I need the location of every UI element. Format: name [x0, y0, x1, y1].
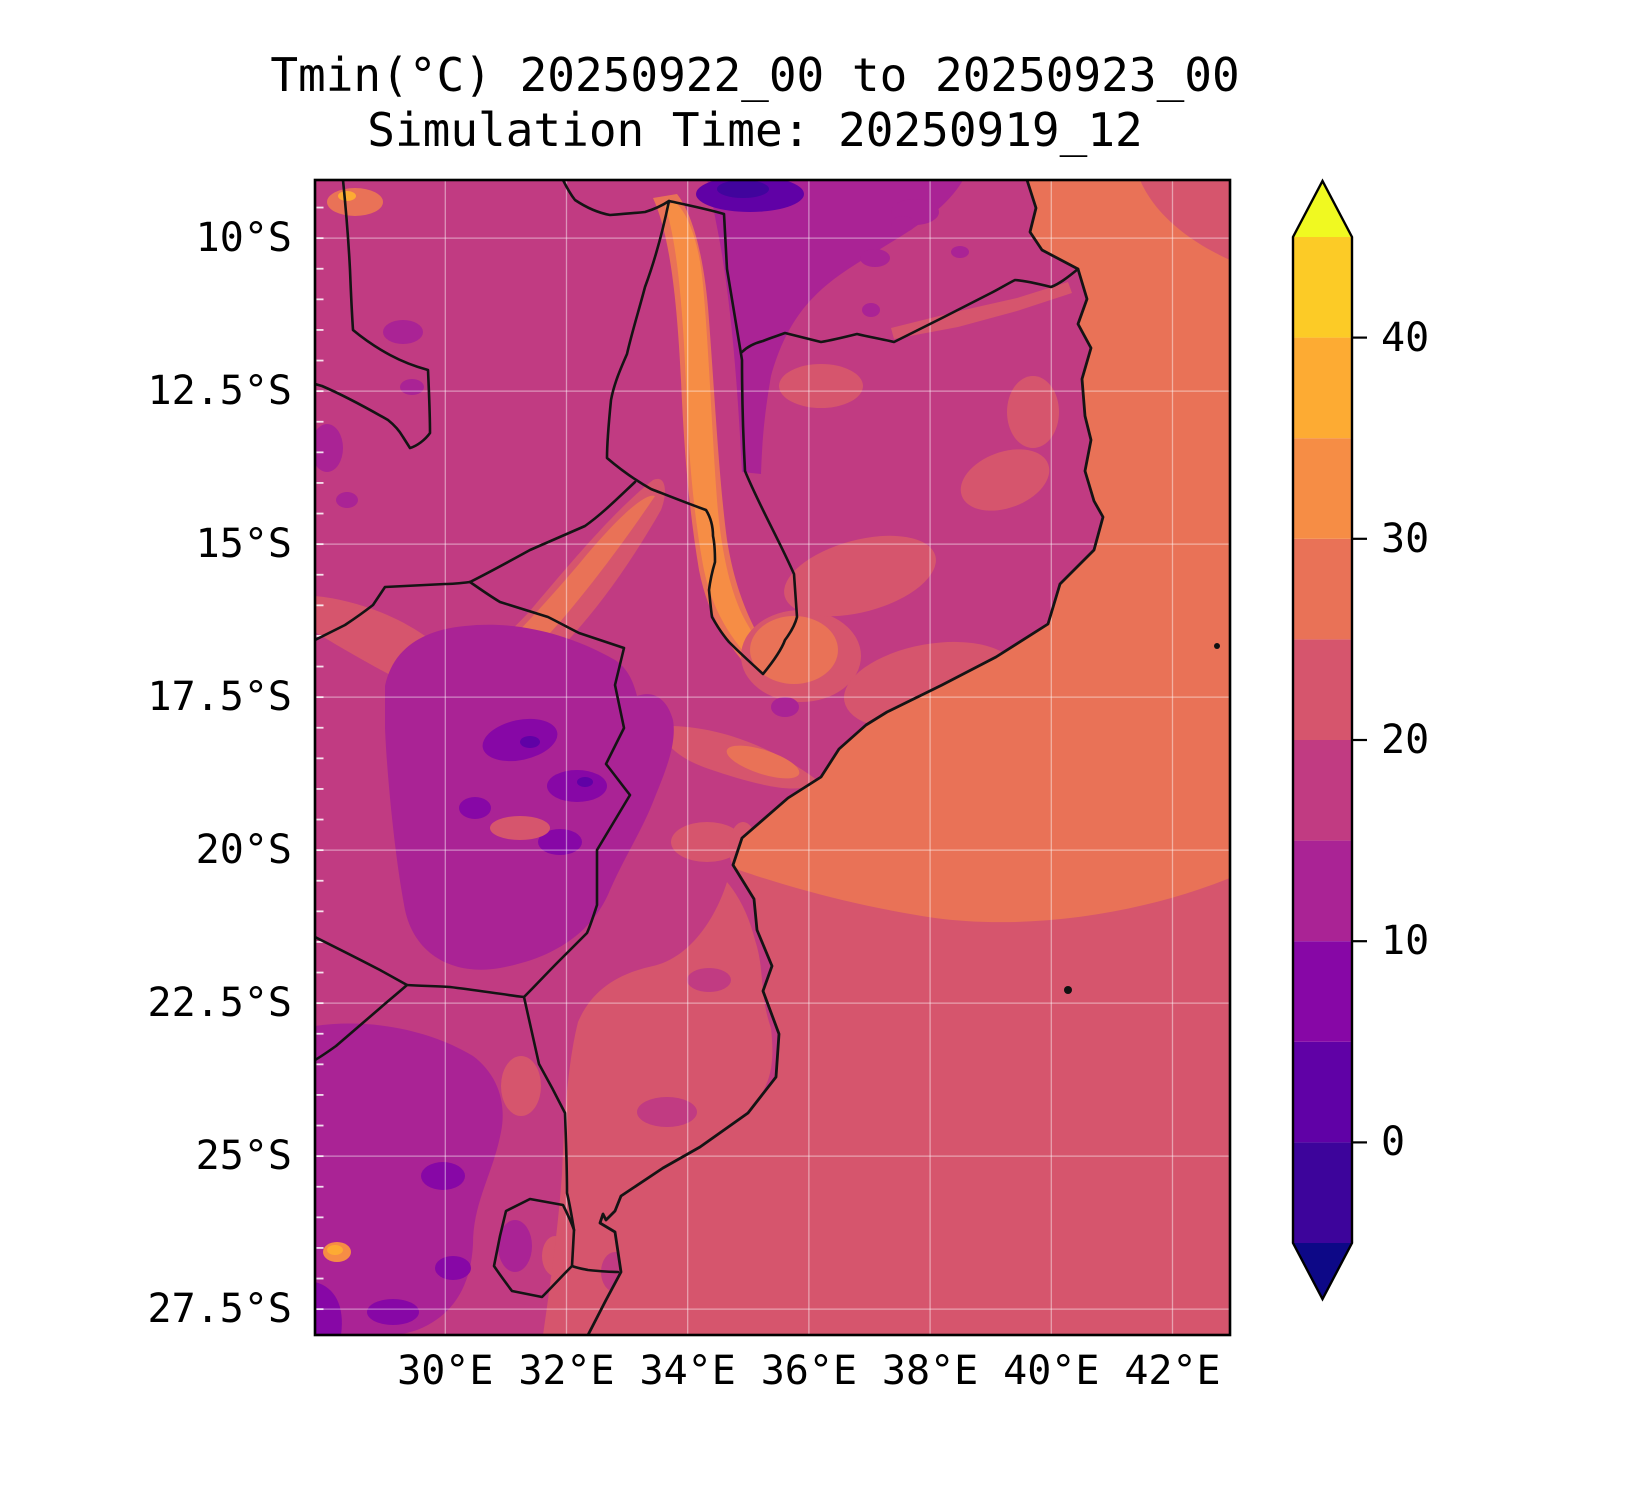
x-tick-label-30°E: 30°E	[397, 1348, 494, 1394]
y-tick-label-12.5°S: 12.5°S	[147, 368, 293, 415]
colorbar-tick-label-0: 0	[1381, 1119, 1406, 1166]
region-malawi-rift-30-35c	[665, 202, 767, 673]
region-tete-valley-25-30c	[726, 745, 800, 779]
region-north-cold-core-0-5c	[717, 180, 769, 198]
region-sa-cold-spot-5-10c	[421, 1162, 465, 1190]
region-swazi-highveld-10-15c	[498, 1220, 532, 1272]
x-tick-label-32°E: 32°E	[518, 1348, 615, 1394]
region-ocean-south-20-25c	[588, 865, 1230, 1335]
border-southafrica-mozambique-south	[570, 1264, 620, 1274]
gridlines	[315, 180, 1230, 1335]
y-tick-label-20°S: 20°S	[195, 827, 292, 874]
border-tanzania-mozambique-rovuma	[740, 267, 1080, 354]
warm-patch-35-40c	[327, 1245, 343, 1255]
colorbar-band-10-15	[1293, 840, 1352, 942]
x-tick-label-42°E: 42°E	[1124, 1348, 1221, 1394]
warm-patch-20-25c	[784, 535, 936, 617]
colorbar-tick-label-30: 30	[1381, 515, 1430, 562]
region-zimbabwe-cold-spot-5-10c	[482, 718, 558, 762]
island-dot	[1064, 986, 1072, 994]
colorbar-band-15-20	[1293, 740, 1352, 841]
warm-patch-20-25c	[779, 364, 863, 408]
colorbar-under-arrow	[1293, 1243, 1352, 1299]
region-sa-cold-spot-5-10c	[315, 1282, 342, 1335]
region-zimbabwe-cold-spot-5-10c	[459, 797, 491, 819]
x-tick-label-40°E: 40°E	[1003, 1348, 1100, 1394]
border-southafrica-mozambique	[522, 995, 576, 1232]
y-tick-label-10°S: 10°S	[195, 215, 292, 262]
region-zimbabwe-cold-spot-5-10c	[538, 829, 582, 855]
plot-title-block: Tmin(°C) 20250922_00 to 20250923_00 Simul…	[0, 48, 1510, 158]
y-tick-label-15°S: 15°S	[195, 521, 292, 568]
region-zimbabwe-highveld-10-15c	[385, 624, 674, 970]
border-eswatini-outline	[492, 1197, 576, 1299]
y-tick-label-25°S: 25°S	[195, 1133, 292, 1180]
colorbar-tick-label-40: 40	[1381, 314, 1430, 361]
land-mottle-15-20c	[687, 968, 731, 992]
x-tick-label-36°E: 36°E	[760, 1348, 858, 1394]
map-frame	[313, 178, 1232, 1337]
purple-patch	[315, 424, 343, 472]
purple-patch	[891, 216, 915, 232]
border-southafrica-botswana	[315, 983, 409, 1062]
y-tick-label-17.5°S: 17.5°S	[147, 674, 293, 721]
warm-patch-25-30c	[750, 616, 838, 684]
border-zambia-zimbabwe	[315, 580, 472, 642]
colorbar-band-0-5	[1293, 1041, 1352, 1143]
purple-patch	[771, 697, 799, 717]
warm-patch-20-25c	[1007, 376, 1059, 448]
purple-patch	[336, 492, 358, 508]
border-zambia-mozambique	[468, 480, 637, 584]
warm-patch-20-25c	[501, 1056, 541, 1116]
colorbar-band-25-30	[1293, 538, 1352, 640]
purple-patch	[862, 303, 880, 317]
colorbar-tick-label-10: 10	[1381, 918, 1430, 965]
warm-patch-20-25c	[490, 816, 550, 840]
y-tick-label-27.5°S: 27.5°S	[147, 1286, 293, 1333]
colorbar-band-30-35	[1293, 438, 1352, 539]
border-malawi-outline	[561, 180, 799, 676]
purple-patch	[951, 246, 969, 258]
land-mottle-15-20c	[637, 1097, 697, 1127]
y-tick-label-22.5°S: 22.5°S	[147, 980, 293, 1027]
region-sa-cold-spot-5-10c	[435, 1256, 471, 1280]
x-tick-label-34°E: 34°E	[639, 1348, 736, 1394]
colorbar	[1291, 178, 1367, 1302]
plot-subtitle: Simulation Time: 20250919_12	[367, 103, 1143, 157]
border-zimbabwe-mozambique	[468, 580, 632, 999]
region-ocean-topright-20-25c	[1140, 180, 1230, 260]
colorbar-band-35-40	[1293, 337, 1352, 439]
plot-title: Tmin(°C) 20250922_00 to 20250923_00	[270, 48, 1240, 102]
colorbar-band--5-0	[1293, 1142, 1352, 1243]
purple-patch	[860, 249, 890, 267]
warm-patch-20-25c	[671, 822, 743, 862]
colorbar-band-20-25	[1293, 639, 1352, 740]
region-zimbabwe-cold-core-0-5c	[577, 777, 593, 787]
region-rovuma-valley-20-25c	[891, 282, 1072, 339]
colorbar-over-arrow	[1293, 181, 1352, 237]
island-dot	[1214, 643, 1220, 649]
warm-patch-20-25c	[960, 449, 1050, 511]
colorbar-band-5-10	[1293, 941, 1352, 1042]
warm-patch-35-40c	[338, 191, 356, 201]
border-drc-zambia	[315, 180, 432, 450]
region-north-malawi-highlands	[707, 180, 963, 474]
coastline	[586, 180, 1105, 1335]
purple-patch	[400, 379, 424, 395]
colorbar-tick-label-20: 20	[1381, 717, 1430, 763]
warm-patch-25-30c	[327, 188, 383, 216]
colorbar-outline	[1291, 178, 1354, 1302]
purple-patch	[383, 320, 423, 344]
x-tick-label-38°E: 38°E	[881, 1348, 979, 1394]
region-zimbabwe-cold-core-0-5c	[520, 736, 540, 748]
region-sa-cold-spot-5-10c	[367, 1299, 419, 1325]
region-zimbabwe-cold-spot-5-10c	[547, 770, 607, 802]
colorbar-band-40-45	[1293, 237, 1352, 338]
